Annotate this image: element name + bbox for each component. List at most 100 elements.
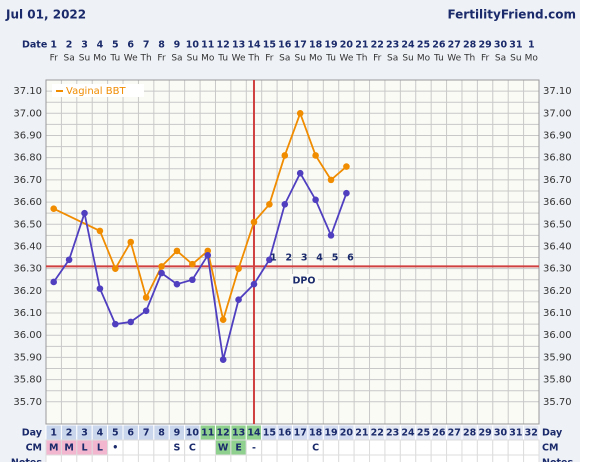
data-point [127,238,135,246]
notes-cell [76,454,93,462]
weekday-label: Th [463,54,475,64]
day-number: 6 [127,428,134,439]
day-number: 9 [174,428,181,439]
chart-title: Jul 01, 2022 [5,8,86,22]
date-label: 23 [386,40,399,51]
notes-cell [168,454,186,462]
date-label: 13 [232,40,245,51]
weekday-label: Su [79,54,90,64]
data-point [250,280,258,288]
y-tick-label-right: 36.00 [543,330,572,341]
cm-cell [492,439,509,456]
cm-cell [399,439,417,456]
weekday-label: Sa [495,54,506,64]
data-point [266,256,273,264]
data-point [189,260,196,268]
day-number: 10 [186,428,200,439]
row-label: Day [22,428,43,439]
data-point [343,163,350,170]
data-point [50,278,58,286]
data-point [327,232,335,239]
cm-cell [415,439,432,456]
date-label: 29 [478,40,491,51]
y-tick-label: 35.80 [13,375,42,386]
y-tick-label-right: 36.20 [543,286,572,297]
weekday-label: Sa [63,54,74,64]
cm-value: E [235,443,242,454]
y-tick-label-right: 36.60 [543,197,572,208]
date-label: 7 [143,40,150,51]
dpo-number: 4 [316,253,323,264]
cm-cell [353,439,371,456]
y-tick-label-right: 36.40 [543,241,572,252]
notes-cell [276,454,293,462]
notes-cell [322,454,340,462]
data-point [112,320,119,328]
day-number: 27 [448,428,461,439]
date-label: 14 [247,40,261,51]
weekday-label: Tu [217,54,228,64]
date-label: 9 [174,40,181,51]
y-tick-label: 35.90 [13,352,42,363]
cm-cell [430,439,448,456]
cm-cell [384,439,401,456]
date-label: 28 [463,40,477,51]
data-point [296,109,304,117]
data-point [266,200,273,208]
date-label: 5 [112,40,119,51]
weekday-label: Fr [50,54,59,64]
y-tick-label: 36.60 [13,197,42,208]
y-tick-label: 36.50 [13,219,42,230]
cm-cell [446,439,463,456]
weekday-label: We [232,54,246,64]
weekday-label: Th [140,54,152,64]
day-number: 14 [247,428,261,439]
day-number: 8 [158,428,165,439]
date-label: 12 [217,40,230,51]
data-point [250,218,258,226]
weekday-label: Fr [373,54,382,64]
notes-cell [384,454,401,462]
notes-cell [245,454,263,462]
day-number: 29 [478,428,491,439]
date-label: 3 [81,40,88,51]
weekday-label: We [447,54,461,64]
y-tick-label-right: 35.70 [543,397,572,408]
notes-cell [214,454,232,462]
day-number: 31 [509,428,522,439]
day-number: 1 [50,428,57,439]
weekday-label: Su [294,54,305,64]
day-number: 7 [143,428,150,439]
data-point [281,152,289,159]
date-label: 22 [371,40,384,51]
day-number: 20 [340,428,354,439]
notes-cell [461,454,478,462]
row-label-right: Notes [542,458,573,462]
date-label: 31 [509,40,522,51]
data-point [142,294,150,301]
y-tick-label-right: 36.90 [543,130,572,141]
data-point [189,276,196,284]
day-number: 5 [112,428,119,439]
cm-value: C [189,443,196,454]
y-tick-label: 36.00 [13,330,42,341]
data-point [158,263,165,270]
weekday-label: Sa [171,54,182,64]
data-point [127,318,135,326]
date-label: 18 [309,40,323,51]
data-point [142,307,150,315]
day-number: 16 [278,428,292,439]
date-label: 30 [494,40,508,51]
notes-cell [399,454,417,462]
notes-cell [307,454,324,462]
cm-value: - [252,443,256,454]
notes-cell [507,454,525,462]
cm-value: L [81,443,87,454]
notes-cell [60,454,78,462]
date-label: 16 [278,40,292,51]
data-point [112,265,119,272]
series-line [53,110,348,324]
notes-cell [292,454,309,462]
cm-cell [322,439,340,456]
